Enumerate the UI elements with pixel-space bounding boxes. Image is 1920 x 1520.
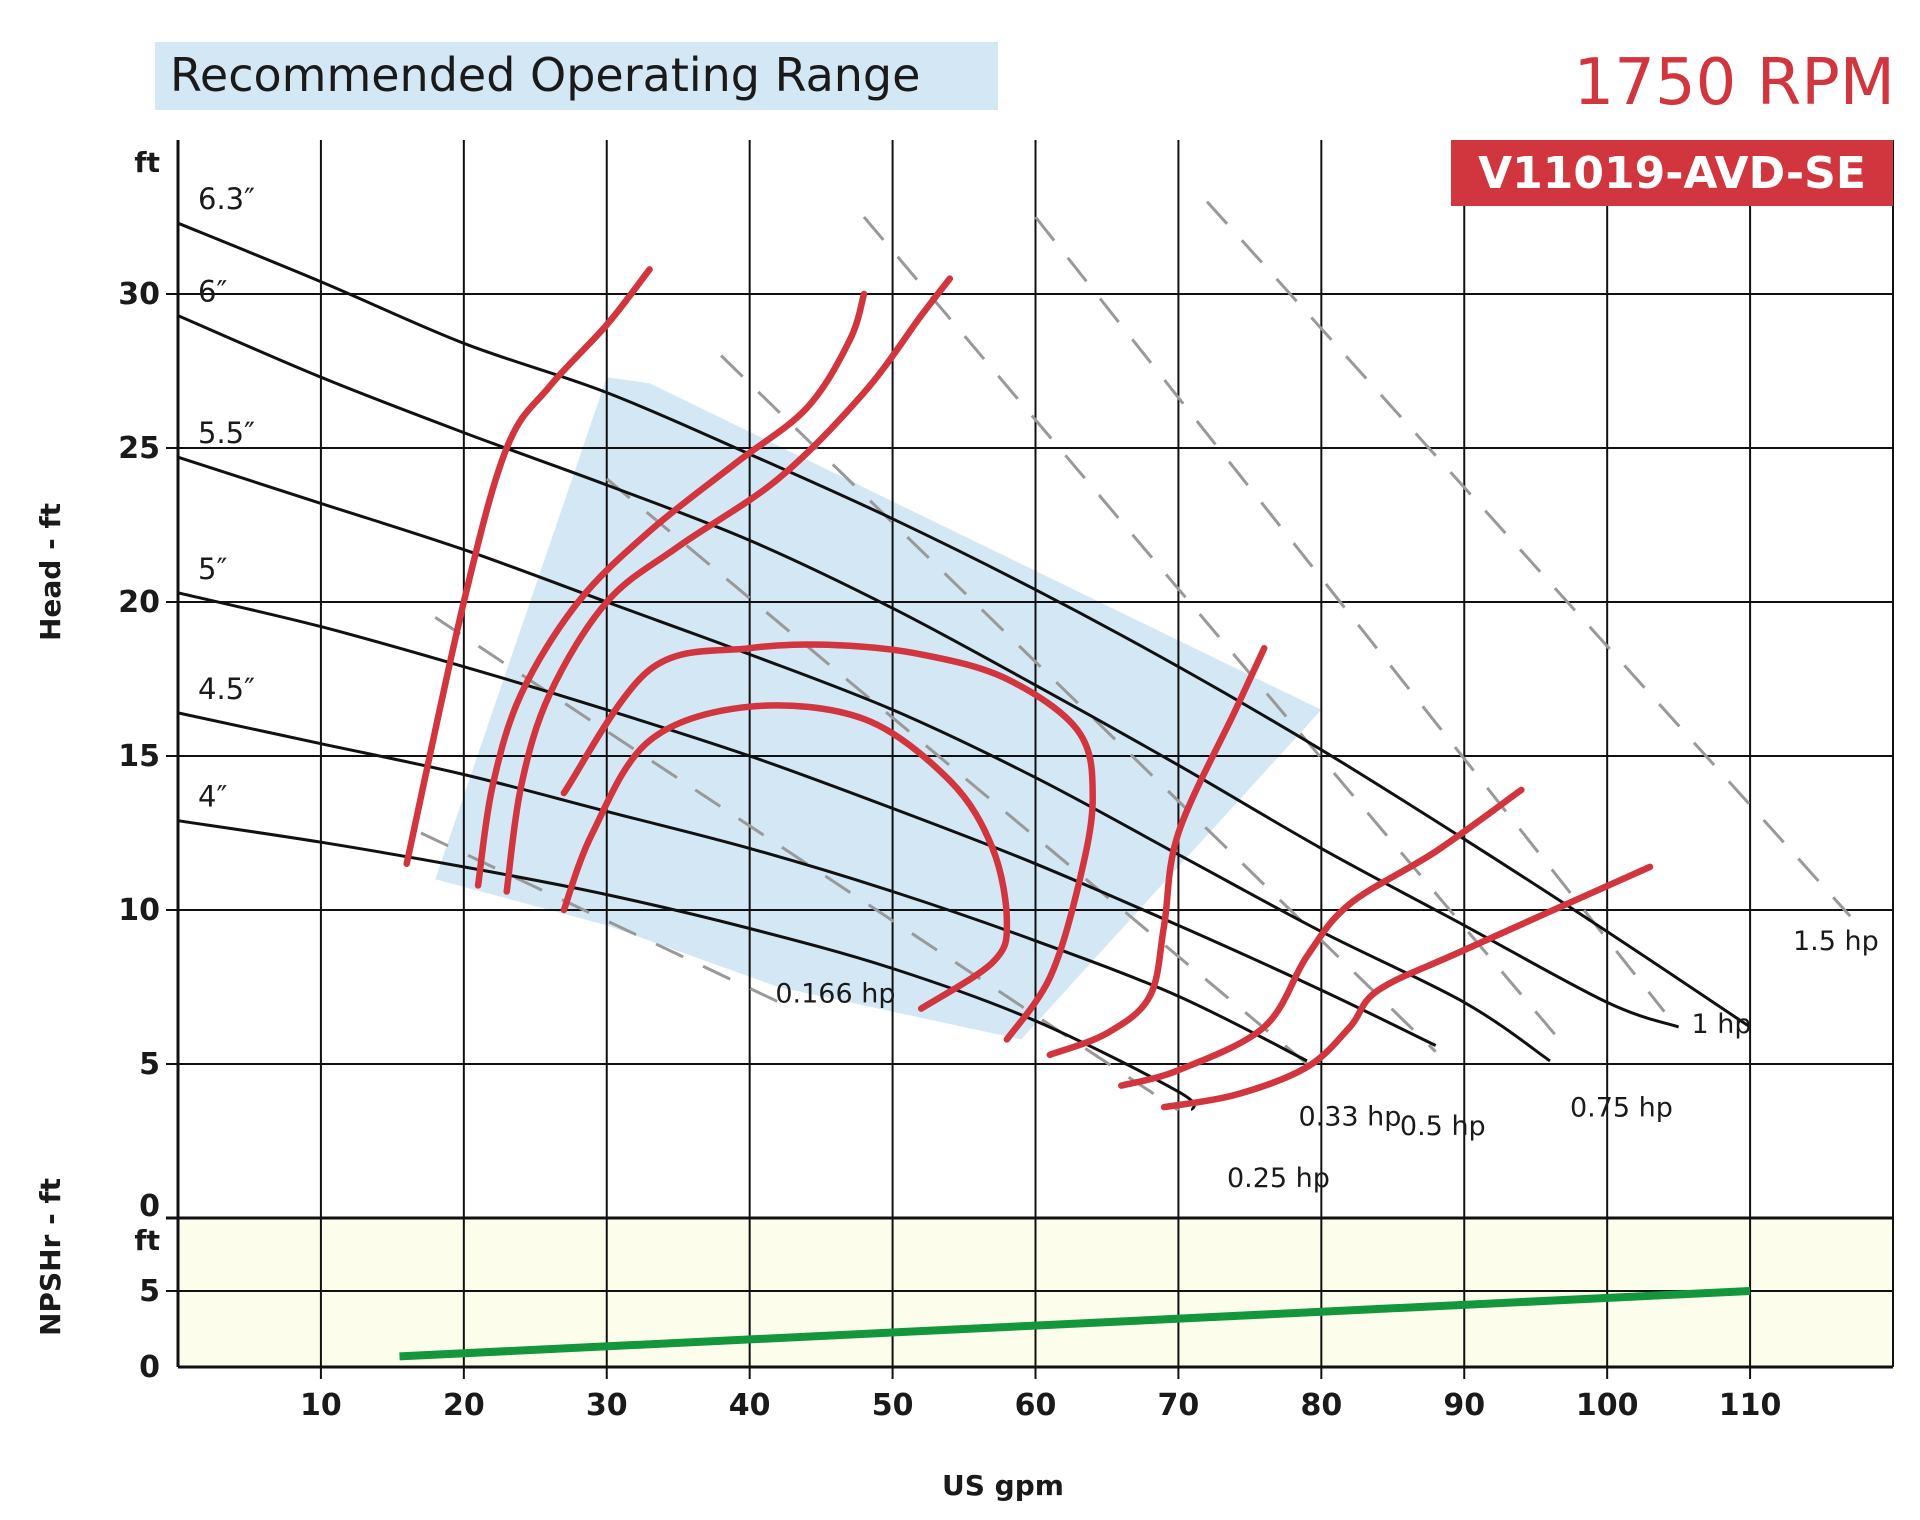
impeller-label: 4.5″ <box>198 672 255 706</box>
y-tick-label: 0 <box>139 1189 160 1224</box>
x-tick-label: 20 <box>443 1388 485 1423</box>
npsh-line-layer <box>399 1287 1751 1361</box>
power-line-label: 1 hp <box>1691 1009 1751 1040</box>
impeller-label: 4″ <box>198 780 227 814</box>
title-box <box>155 42 998 110</box>
x-tick-label: 30 <box>586 1388 628 1423</box>
power-line-label: 0.166 hp <box>775 978 895 1009</box>
chart-title: Recommended Operating Range <box>170 48 920 102</box>
efficiency-curve <box>1046 644 1268 1059</box>
efficiency-curve <box>560 702 1011 1012</box>
y-tick-label: 30 <box>118 277 160 312</box>
x-tick-label: 110 <box>1719 1388 1782 1423</box>
grid-layer <box>178 140 1893 1367</box>
y-unit-label: ft <box>134 146 160 179</box>
rpm-label: 1750 RPM <box>1574 46 1896 120</box>
y-tick-label: 20 <box>118 585 160 620</box>
power-line-label: 0.5 hp <box>1400 1111 1486 1142</box>
model-label: V11019-AVD-SE <box>1478 148 1866 199</box>
efficiency-curve <box>503 275 954 895</box>
power-line-label: 0.25 hp <box>1227 1163 1330 1194</box>
labels-layer: 0.166 hp 0.25 hp 0.33 hp0.5 hp 0.75 hp 1 hp 1… <box>198 182 1879 1194</box>
npsh-unit-label: ft <box>134 1224 160 1257</box>
impeller-curve <box>177 314 1680 1029</box>
power-line <box>720 354 1437 1053</box>
impeller-curves-layer <box>177 221 1751 1112</box>
power-line-label: 0.75 hp <box>1570 1092 1673 1123</box>
x-tick-label: 100 <box>1576 1388 1639 1423</box>
x-tick-label: 10 <box>300 1388 342 1423</box>
y-tick-label: 5 <box>139 1047 160 1082</box>
power-line <box>1034 216 1666 1013</box>
recommended-range-area <box>435 377 1322 1040</box>
model-badge <box>1451 140 1893 206</box>
impeller-curve <box>177 221 1751 1029</box>
npsh-axis-title: NPSHr - ft <box>34 1178 67 1336</box>
efficiency-curves-layer <box>403 266 1654 1111</box>
x-tick-label: 90 <box>1443 1388 1485 1423</box>
x-tick-label: 70 <box>1158 1388 1200 1423</box>
impeller-curve <box>177 711 1308 1063</box>
power-line <box>862 216 1566 1047</box>
npsh-y-tick-label: 5 <box>139 1274 160 1309</box>
impeller-label: 5.5″ <box>198 416 255 450</box>
impeller-label: 6.3″ <box>198 182 255 216</box>
x-axis-title: US gpm <box>942 1469 1064 1502</box>
impeller-label: 5″ <box>198 552 227 586</box>
power-line-label: 0.33 hp <box>1298 1102 1401 1133</box>
x-tick-label: 60 <box>1015 1388 1057 1423</box>
y-tick-label: 10 <box>118 893 160 928</box>
y-tick-label: 25 <box>118 431 160 466</box>
power-line-label: 1.5 hp <box>1793 926 1879 957</box>
impeller-label: 6″ <box>198 275 227 309</box>
y-tick-label: 15 <box>118 739 160 774</box>
x-tick-label: 80 <box>1300 1388 1342 1423</box>
impeller-curve <box>177 819 1196 1112</box>
npsh-y-tick-label: 0 <box>139 1350 160 1385</box>
y-axis-title: Head - ft <box>34 503 67 641</box>
impeller-curve <box>177 455 1551 1063</box>
x-tick-label: 40 <box>729 1388 771 1423</box>
efficiency-curve <box>1118 786 1525 1089</box>
efficiency-curve <box>474 290 868 889</box>
x-tick-label: 50 <box>872 1388 914 1423</box>
power-line <box>1205 200 1852 918</box>
impeller-curve <box>177 591 1437 1047</box>
efficiency-curve <box>403 266 653 868</box>
recommended-range-layer <box>435 377 1322 1040</box>
npsh-line <box>399 1287 1751 1361</box>
axis-layer: 10 20 30 40 50 60 70 80 90 100 110051015202530ft05… <box>118 140 1894 1423</box>
efficiency-curve <box>1160 863 1654 1111</box>
efficiency-curve <box>560 641 1096 1043</box>
